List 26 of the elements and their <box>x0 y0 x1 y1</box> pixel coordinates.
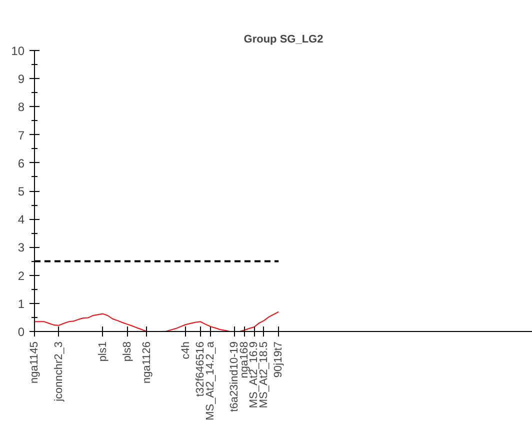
x-tick-label: pls8 <box>121 341 134 362</box>
chart-title: Group SG_LG2 <box>244 34 324 46</box>
y-tick-label: 5 <box>18 184 25 198</box>
x-tick-label: nga1126 <box>140 341 153 384</box>
x-tick-label: nga1145 <box>28 341 40 384</box>
y-tick-label: 6 <box>18 156 25 170</box>
line-series <box>34 311 280 332</box>
y-tick-label: 9 <box>18 72 25 86</box>
y-tick-label: 2 <box>18 268 25 283</box>
x-tick-label: pls1 <box>96 341 109 362</box>
x-tick-label: t32f646516 <box>194 341 206 397</box>
y-tick-label: 4 <box>18 212 25 227</box>
x-tick-label: MS_At2_14.2_a <box>204 340 216 420</box>
x-tick-label: nga168 <box>238 341 250 378</box>
x-tick-label: 90j19t7 <box>272 341 285 378</box>
x-tick-label: MS_At2_16.9 <box>248 342 260 408</box>
x-tick-label: MS_At2_18.5 <box>258 342 270 408</box>
x-tick-label: t6a23ind10-19 <box>228 341 241 412</box>
y-tick-label: 3 <box>18 240 25 255</box>
x-tick-label: jconnchr2_3 <box>52 341 65 402</box>
y-tick-label: 7 <box>18 128 25 142</box>
y-tick-label: 0 <box>18 325 25 339</box>
y-tick-label: 8 <box>18 100 25 114</box>
x-tick-label: c4h <box>180 341 192 360</box>
y-tick-label: 10 <box>11 44 25 58</box>
y-tick-label: 1 <box>18 296 25 311</box>
